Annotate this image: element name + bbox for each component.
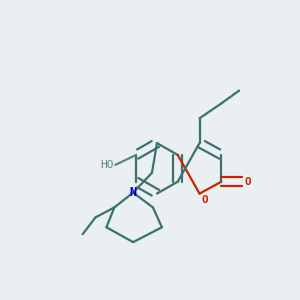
Text: N: N (130, 186, 137, 199)
Text: O: O (201, 195, 208, 205)
Text: O: O (244, 177, 251, 187)
Text: HO: HO (100, 160, 114, 170)
